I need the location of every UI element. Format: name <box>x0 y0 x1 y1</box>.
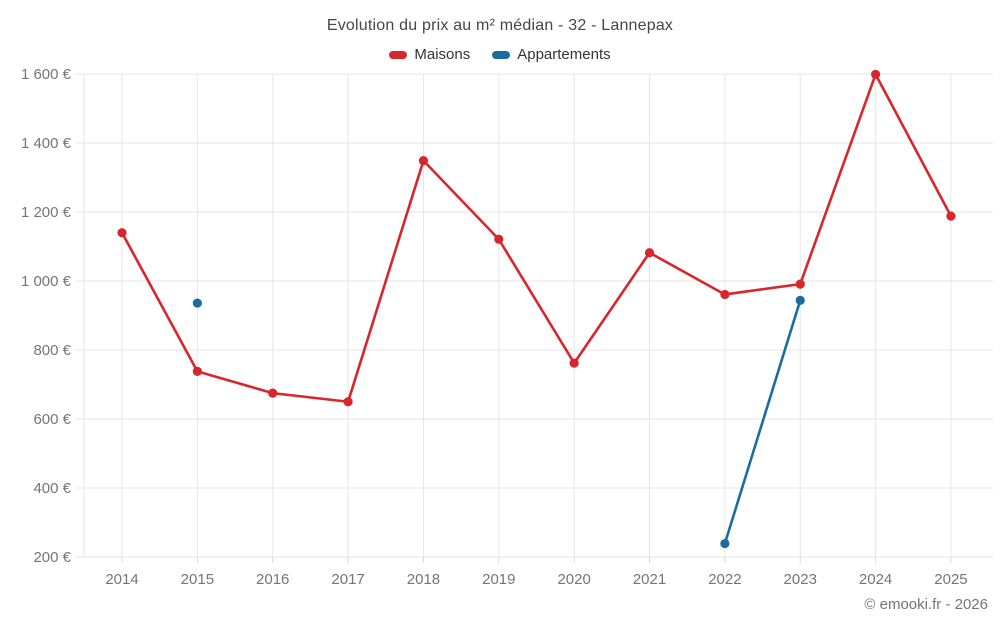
y-axis-label: 800 € <box>33 342 71 359</box>
x-axis-label: 2024 <box>859 571 892 588</box>
y-axis-label: 600 € <box>33 411 71 428</box>
legend-label-appartements: Appartements <box>517 46 611 63</box>
maisons-line-segment <box>572 251 651 365</box>
maisons-line-segment <box>120 231 199 373</box>
credit-text: © emooki.fr - 2026 <box>864 596 988 613</box>
maisons-point[interactable] <box>268 388 278 398</box>
maisons-line-segment <box>196 370 275 395</box>
y-axis-label: 1 400 € <box>21 135 72 152</box>
maisons-point[interactable] <box>117 228 127 238</box>
maisons-line-segment <box>798 73 877 286</box>
y-axis-label: 400 € <box>33 480 71 497</box>
maisons-line-segment <box>497 237 576 365</box>
y-axis-label: 1 000 € <box>21 273 72 290</box>
x-axis-label: 2015 <box>181 571 214 588</box>
maisons-point[interactable] <box>795 279 805 289</box>
chart-title: Evolution du prix au m² médian - 32 - La… <box>326 17 674 34</box>
legend-label-maisons: Maisons <box>414 46 471 63</box>
y-axis-label: 200 € <box>33 549 71 566</box>
x-axis-label: 2023 <box>784 571 817 588</box>
maisons-line-segment <box>648 251 727 296</box>
maisons-point[interactable] <box>494 234 504 244</box>
maisons-point[interactable] <box>192 366 202 376</box>
x-axis-label: 2019 <box>482 571 515 588</box>
maisons-point[interactable] <box>644 248 655 258</box>
maisons-line-segment <box>874 73 953 218</box>
maisons-point[interactable] <box>569 358 579 368</box>
x-axis-label: 2016 <box>256 571 289 588</box>
maisons-line-segment <box>346 159 425 404</box>
appartements-line-segment <box>723 299 802 545</box>
maisons-point[interactable] <box>946 211 956 221</box>
maisons-point[interactable] <box>871 69 881 79</box>
chart-legend: Maisons Appartements <box>0 45 1000 65</box>
legend-swatch-appartements-icon <box>492 51 511 59</box>
legend-item-maisons[interactable]: Maisons <box>389 45 470 65</box>
maisons-point[interactable] <box>343 397 353 407</box>
y-axis-label: 1 600 € <box>21 66 72 83</box>
appartements-point[interactable] <box>795 295 805 305</box>
maisons-line-segment <box>723 282 802 296</box>
x-axis-label: 2022 <box>708 571 741 588</box>
maisons-point[interactable] <box>720 289 730 300</box>
legend-swatch-maisons-icon <box>389 51 408 59</box>
x-axis-label: 2025 <box>934 571 967 588</box>
x-axis-label: 2017 <box>331 571 364 588</box>
legend-item-appartements[interactable]: Appartements <box>492 45 611 65</box>
x-axis-label: 2021 <box>633 571 666 588</box>
y-axis-label: 1 200 € <box>21 204 72 221</box>
maisons-point[interactable] <box>418 155 429 166</box>
appartements-point[interactable] <box>720 538 730 549</box>
x-axis-label: 2014 <box>105 571 138 588</box>
x-axis-label: 2018 <box>407 571 440 588</box>
appartements-point[interactable] <box>192 298 202 308</box>
maisons-line-segment <box>422 159 501 241</box>
maisons-line-segment <box>271 391 350 404</box>
x-axis-label: 2020 <box>557 571 590 588</box>
